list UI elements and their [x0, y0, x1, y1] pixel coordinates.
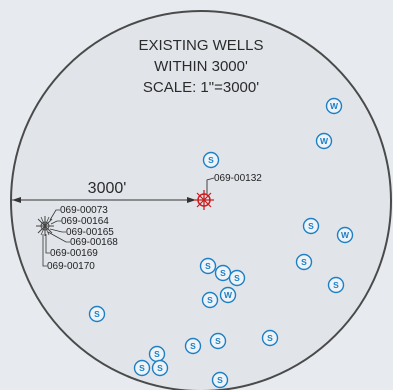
- map-title-line-1: EXISTING WELLS: [138, 37, 263, 54]
- well-symbol-letter: S: [308, 221, 314, 231]
- cluster-leaders: [42, 209, 70, 267]
- subject-well-symbol-s[interactable]: S: [148, 345, 166, 363]
- well-symbol-letter: S: [301, 257, 307, 267]
- cluster-well-label: 069-00168: [70, 237, 118, 248]
- subject-well-symbol-s[interactable]: S: [214, 264, 232, 282]
- well-symbol-letter: W: [330, 101, 339, 111]
- well-symbol-letter: S: [94, 309, 100, 319]
- cluster-well-label: 069-00170: [47, 261, 95, 272]
- subject-well-symbol-s[interactable]: S: [261, 329, 279, 347]
- subject-well-symbol-s[interactable]: S: [133, 359, 151, 377]
- map-scale-label: SCALE: 1"=3000': [143, 79, 259, 96]
- subject-well-symbol-s[interactable]: S: [209, 332, 227, 350]
- cluster-well-label: 069-00165: [66, 227, 114, 238]
- subject-well-symbol-s[interactable]: S: [201, 291, 219, 309]
- map-title-line-2: WITHIN 3000': [154, 58, 248, 75]
- subject-well-symbol-s[interactable]: S: [295, 253, 313, 271]
- well-symbol-letter: S: [267, 333, 273, 343]
- subject-well-symbol-s[interactable]: S: [302, 217, 320, 235]
- water-well-symbol[interactable]: W: [315, 132, 333, 150]
- subject-well-symbol-s[interactable]: S: [202, 151, 220, 169]
- subject-well-symbol-s[interactable]: S: [151, 359, 169, 377]
- well-symbol-letter: W: [224, 290, 233, 300]
- well-symbol-letter: W: [320, 136, 329, 146]
- well-symbol-letter: S: [215, 336, 221, 346]
- radius-dimension: [12, 197, 196, 203]
- cluster-well-label: 069-00073: [60, 205, 108, 216]
- water-well-symbol[interactable]: W: [219, 286, 237, 304]
- subject-well-marker[interactable]: [194, 190, 214, 210]
- well-symbol-letter: S: [333, 280, 339, 290]
- well-symbol-letter: S: [190, 341, 196, 351]
- cluster-well-label: 069-00169: [50, 248, 98, 259]
- well-symbol-letter: S: [139, 363, 145, 373]
- well-symbol-letter: S: [220, 268, 226, 278]
- well-symbol-letter: S: [205, 261, 211, 271]
- well-symbol-letter: S: [157, 363, 163, 373]
- water-well-symbol[interactable]: W: [325, 97, 343, 115]
- cluster-well-label: 069-00164: [61, 216, 109, 227]
- subject-well-symbol-s[interactable]: S: [228, 269, 246, 287]
- well-symbol-letter: S: [207, 295, 213, 305]
- well-symbol-letter: S: [208, 155, 214, 165]
- well-symbol-letter: S: [234, 273, 240, 283]
- cluster-well-marker[interactable]: [36, 216, 54, 236]
- subject-well-label: 069-00132: [214, 173, 262, 184]
- well-symbol-letter: S: [217, 375, 223, 385]
- well-symbol-letter: W: [341, 230, 350, 240]
- water-well-symbol[interactable]: W: [336, 226, 354, 244]
- radius-distance-label: 3000': [88, 180, 127, 197]
- subject-well-symbol-s[interactable]: S: [184, 337, 202, 355]
- subject-well-symbol-s[interactable]: S: [199, 257, 217, 275]
- well-symbol-letter: S: [154, 349, 160, 359]
- subject-well-symbol-s[interactable]: S: [211, 371, 229, 389]
- subject-well-symbol-s[interactable]: S: [327, 276, 345, 294]
- subject-well-symbol-s[interactable]: S: [88, 305, 106, 323]
- subject-well-leader: [206, 177, 215, 194]
